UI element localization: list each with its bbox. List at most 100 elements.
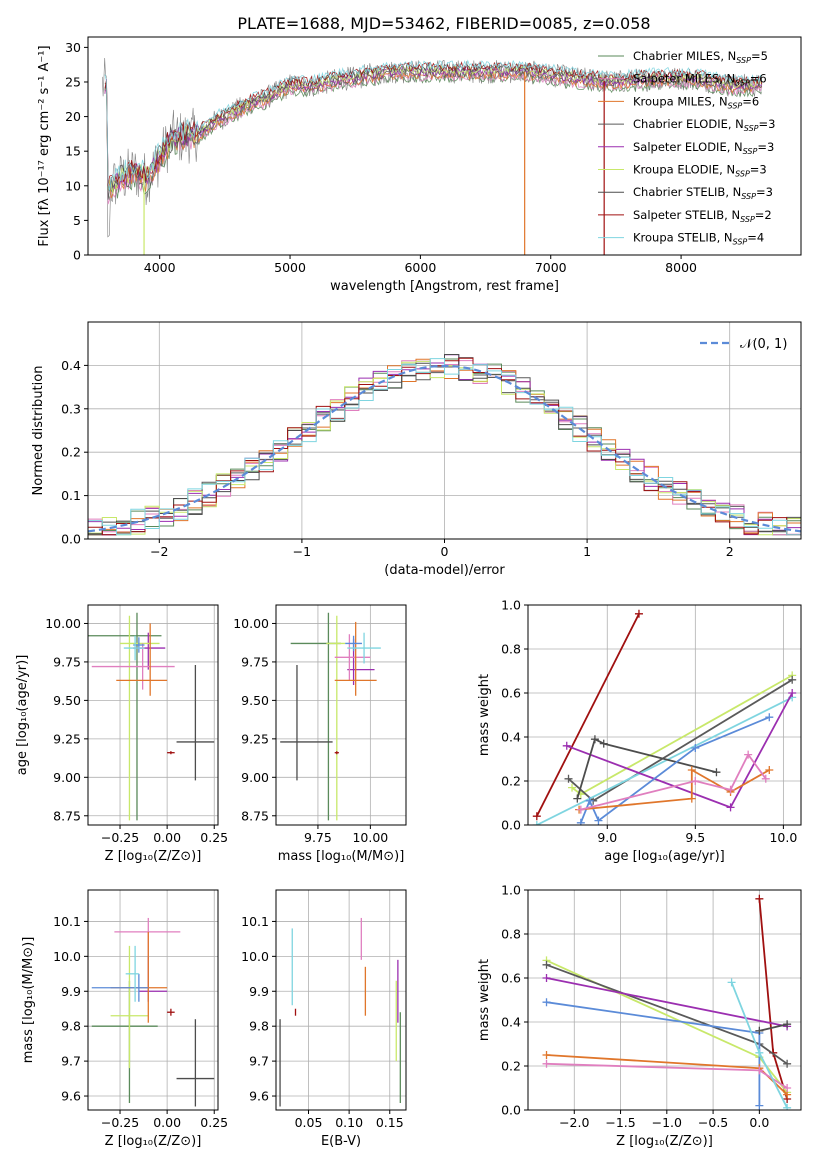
y-tick-label: 10.00 [233,616,269,631]
y-axis-label: age [log₁₀(age/yr)] [15,655,30,776]
weight-point-marker [590,735,599,744]
weight-series-line [536,696,793,825]
weight-point-marker [542,998,551,1007]
x-tick-label: 10.0 [769,830,797,845]
y-tick-label: 25 [65,74,81,89]
weight-point-marker [687,794,696,803]
y-tick-label: 9.7 [249,1054,269,1069]
x-tick-label: −1.0 [652,1115,682,1130]
y-tick-label: 10.1 [241,914,269,929]
y-axis-label: mass weight [477,674,492,756]
weight-point-marker [761,774,770,783]
weight-series-line [535,613,640,817]
y-tick-label: 9.9 [61,984,81,999]
weight-point-marker [712,768,721,777]
weight-point-marker [788,689,797,697]
x-tick-label: 9.0 [597,830,617,845]
weight-point-marker [576,818,585,825]
panel-weight_vs_Z: −2.0 −1.5 −1.0 −0.5 0.0 0.0 0.2 0.4 0.6 0.8 1.0 Z [… [477,883,802,1149]
weight-point-marker [562,741,571,750]
plot-area [91,917,215,1107]
weight-point-marker [542,1051,551,1059]
x-tick-label: 0.25 [200,1115,228,1130]
weight-point-marker [744,750,753,759]
y-tick-label: 9.50 [241,693,269,708]
axes-frame [527,604,802,826]
x-tick-label: −2 [150,544,168,559]
legend-label: 𝒩(0, 1) [740,337,787,352]
y-tick-label: 9.6 [61,1089,81,1104]
weight-point-marker [576,805,585,814]
x-tick-label: 0 [441,544,449,559]
plot-area [88,612,215,821]
y-tick-label: 0.6 [501,971,521,986]
x-tick-label: 0.15 [376,1115,404,1130]
figure-title: PLATE=1688, MJD=53462, FIBERID=0085, z=0… [237,14,650,33]
y-tick-label: 0.1 [61,488,81,503]
weight-point-marker [726,803,735,812]
panel-age_vs_Z: −0.25 0.00 0.25 8.75 9.00 9.25 9.50 9.75 10.00 Z … [15,604,228,864]
legend-label: Salpeter MILES, NSSP=6 [633,72,767,88]
weight-point-marker [783,1084,792,1092]
weight-point-marker [687,766,696,774]
y-tick-label: 10 [65,178,81,193]
plot-area [532,609,797,825]
x-axis-label: Z [log₁₀(Z/Z⊙)] [616,1134,713,1149]
x-tick-label: 9.5 [685,830,705,845]
observed-spectrum [102,57,762,238]
y-tick-label: 0.4 [501,730,521,745]
y-tick-label: 9.25 [241,731,269,746]
y-tick-label: 8.75 [53,808,81,823]
y-tick-label: 0.2 [61,445,81,460]
x-tick-label: −0.25 [101,830,139,845]
y-tick-label: 1.0 [501,598,521,613]
weight-series-line [546,1001,761,1106]
weight-series-line [580,752,767,811]
weight-point-marker [542,1059,551,1068]
weight-point-marker [691,777,700,785]
x-tick-label: 4000 [144,260,176,275]
y-tick-label: 1.0 [501,883,521,898]
x-tick-label: −1 [293,544,311,559]
y-axis-label: mass [log₁₀(M/M⊙)] [21,937,36,1064]
y-tick-label: 9.6 [249,1089,269,1104]
weight-point-marker [783,1059,792,1068]
weight-point-marker [594,816,603,825]
y-tick-label: 0 [73,248,81,263]
y-tick-label: 20 [65,109,81,124]
panel-weight_vs_age: 9.0 9.5 10.0 0.0 0.2 0.4 0.6 0.8 1.0 age [log₁₀(a… [477,598,802,864]
panel-age_vs_mass: 9.75 10.00 8.75 9.00 9.25 9.50 9.75 10.00 mass [… [233,604,407,864]
weight-point-marker [599,739,608,748]
y-tick-label: 0.0 [61,532,81,547]
y-tick-label: 0.8 [501,642,521,657]
x-tick-label: 0.05 [295,1115,323,1130]
x-axis-label: E(B-V) [321,1134,361,1149]
weight-point-marker [532,821,541,825]
axes-frame [87,604,219,826]
y-tick-label: 5 [73,213,81,228]
weight-point-marker [726,785,735,794]
y-tick-label: 8.75 [241,808,269,823]
axes-frame [87,889,219,1111]
x-tick-label: 10.00 [352,830,388,845]
weight-point-marker [727,978,736,987]
x-tick-label: −0.25 [101,1115,139,1130]
y-tick-label: 9.00 [241,770,269,785]
weight-point-marker [542,974,551,982]
legend-label: Kroupa ELODIE, NSSP=3 [633,163,767,179]
weight-point-marker [755,894,764,903]
y-tick-label: 9.8 [61,1019,81,1034]
weight-point-marker [573,794,582,803]
x-axis-label: (data-model)/error [384,563,505,578]
y-tick-label: 10.0 [241,949,269,964]
y-axis-label: mass weight [477,959,492,1041]
model-spectrum [104,66,762,190]
x-tick-label: 8000 [665,260,697,275]
axes-frame [87,321,802,540]
x-tick-label: −2.0 [559,1115,589,1130]
x-tick-label: −0.5 [698,1115,728,1130]
x-tick-label: 0.10 [335,1115,363,1130]
legend-label: Salpeter ELODIE, NSSP=3 [633,140,774,156]
y-tick-label: 0.3 [61,401,81,416]
